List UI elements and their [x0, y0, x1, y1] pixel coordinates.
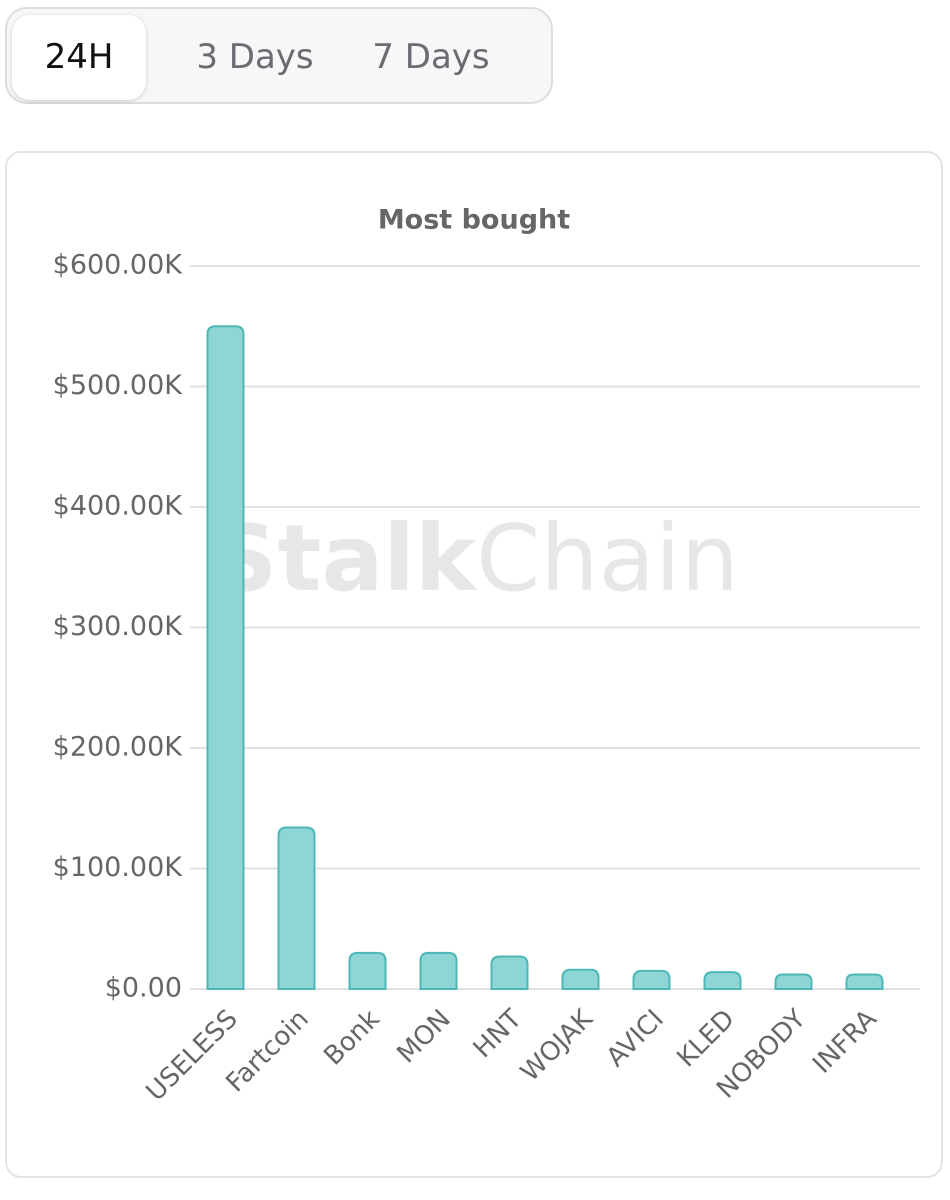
bar [206, 325, 245, 990]
watermark-light: Chain [476, 505, 739, 612]
range-tabs: 24H 3 Days 7 Days [5, 7, 553, 104]
y-tick-label: $500.00K [53, 370, 184, 401]
watermark-strong: Stalk [211, 505, 478, 612]
bar [845, 973, 884, 990]
bar [632, 969, 671, 990]
chart-card [5, 151, 943, 1178]
y-tick-label: $600.00K [53, 250, 184, 281]
bar [774, 973, 813, 990]
y-tick-label: $200.00K [53, 732, 184, 763]
x-tick-label: AVICI [601, 1004, 670, 1073]
y-tick-label: $300.00K [53, 611, 184, 642]
y-tick-label: $100.00K [53, 852, 184, 883]
x-tick-label: MON [391, 1004, 456, 1069]
x-tick-label: HNT [468, 1004, 528, 1064]
range-tab[interactable]: 24H [12, 15, 146, 100]
bar [419, 951, 458, 990]
range-tab[interactable]: 3 Days [196, 37, 314, 77]
bar [348, 951, 387, 990]
x-tick-label: WOJAK [515, 1003, 599, 1087]
bar [703, 971, 742, 990]
bar [490, 955, 529, 990]
y-tick-label: $0.00 [105, 973, 182, 1004]
chart-title: Most bought [378, 205, 570, 236]
range-tab[interactable]: 7 Days [372, 37, 490, 77]
bar [561, 968, 600, 990]
y-tick-label: $400.00K [53, 491, 184, 522]
x-tick-label: Bonk [318, 1004, 385, 1071]
watermark: StalkChain [211, 505, 739, 612]
x-tick-label: INFRA [807, 1004, 883, 1080]
x-tick-label: USELESS [141, 1004, 244, 1107]
bar [277, 826, 316, 990]
